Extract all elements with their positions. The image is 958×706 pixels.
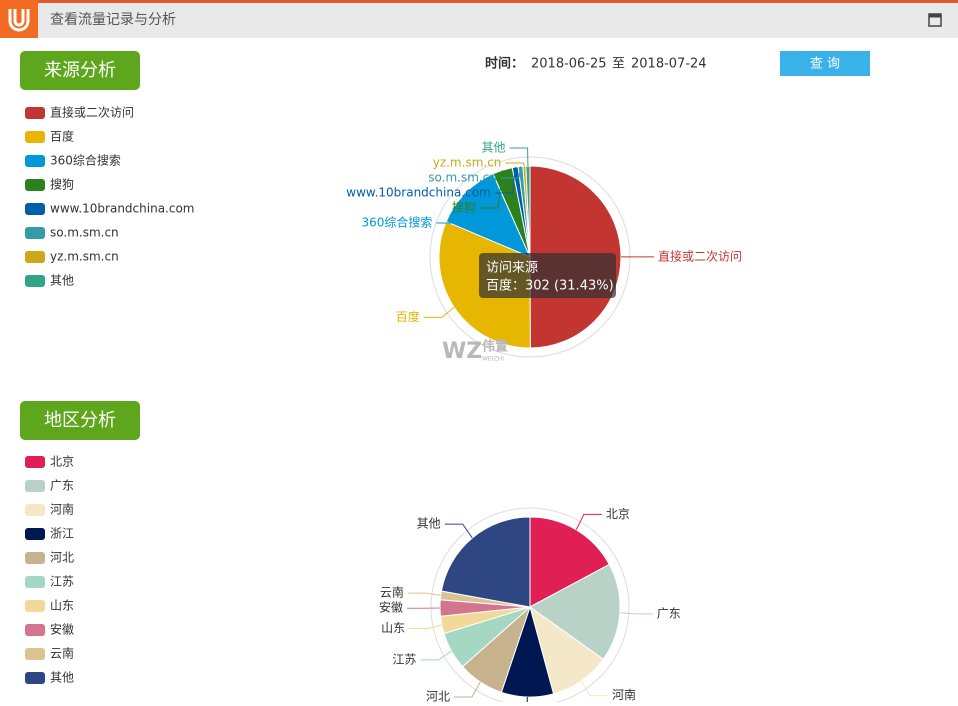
slice-label: 北京 [606,507,630,521]
legend-label: 河北 [50,551,74,565]
slice-label: 其他 [482,141,506,155]
legend-swatch [25,456,45,468]
legend-label: 浙江 [50,527,74,541]
legend-swatch [25,131,45,143]
legend-label: so.m.sm.cn [50,226,119,240]
legend-swatch [25,251,45,263]
legend-swatch [25,203,45,215]
watermark: WZ [442,339,482,364]
legend-swatch [25,107,45,119]
legend-label: 其他 [50,274,74,288]
legend-label: 360综合搜索 [50,153,121,168]
time-label: 时间： [485,56,524,72]
slice-label: 直接或二次访问 [658,248,742,263]
slice-label: www.10brandchina.com [346,186,491,200]
slice-label: 河南 [612,687,636,702]
legend-swatch [25,275,45,287]
label-line [445,524,473,538]
legend-label: 云南 [50,646,74,661]
legend-label: 百度 [50,129,74,144]
legend-swatch [25,480,45,492]
legend-swatch [25,179,45,191]
slice-label: 云南 [380,585,404,600]
slice-label: 山东 [381,621,405,635]
label-line [408,593,441,595]
tooltip-title: 访问来源 [486,261,538,276]
title-bar-accent [0,0,958,3]
slice-label: 河北 [426,690,450,702]
slice-label: 百度 [396,309,420,324]
section-title: 地区分析 [44,410,116,431]
window-title: 查看流量记录与分析 [50,12,176,28]
pie-slice [441,517,530,607]
tooltip-text: 百度：302 (31.43%) [486,278,614,294]
end-date[interactable]: 2018-07-24 [631,57,707,72]
section-title: 来源分析 [44,60,116,81]
legend-label: yz.m.sm.cn [50,250,119,264]
legend-label: 北京 [50,455,74,469]
legend-label: 其他 [50,671,74,685]
slice-label: so.m.sm.cn [428,171,497,185]
watermark: 伟置 [482,339,508,355]
query-button-label: 查 询 [810,57,840,72]
legend-swatch [25,504,45,516]
legend-label: 搜狗 [50,177,74,192]
legend-swatch [25,528,45,540]
legend-swatch [25,672,45,684]
slice-label: 搜狗 [452,200,476,215]
legend-swatch [25,576,45,588]
slice-label: 360综合搜索 [361,215,432,230]
label-line [581,681,608,696]
slice-label: 广东 [657,606,681,620]
legend-swatch [25,155,45,167]
start-date[interactable]: 2018-06-25 [531,57,607,72]
slice-label: 安徽 [379,600,403,615]
app-icon [0,0,38,38]
slice-label: 江苏 [392,652,416,666]
legend-label: 河南 [50,502,74,517]
legend-swatch [25,600,45,612]
legend-label: www.10brandchina.com [50,202,195,216]
legend-swatch [25,552,45,564]
label-line [620,613,653,614]
legend-label: 直接或二次访问 [50,105,134,120]
label-line [505,163,524,166]
legend-label: 山东 [50,599,74,613]
slice-label: yz.m.sm.cn [433,156,502,170]
date-separator: 至 [612,57,625,72]
legend-label: 江苏 [50,575,74,589]
legend-swatch [25,624,45,636]
legend-swatch [25,648,45,660]
label-line [454,682,480,697]
legend-swatch [25,227,45,239]
legend-label: 广东 [50,479,74,493]
watermark: WEIZHI [482,356,504,363]
legend-label: 安徽 [50,622,74,637]
label-line [420,651,451,660]
label-line [409,625,442,629]
slice-label: 其他 [417,517,441,531]
label-line [509,697,527,702]
